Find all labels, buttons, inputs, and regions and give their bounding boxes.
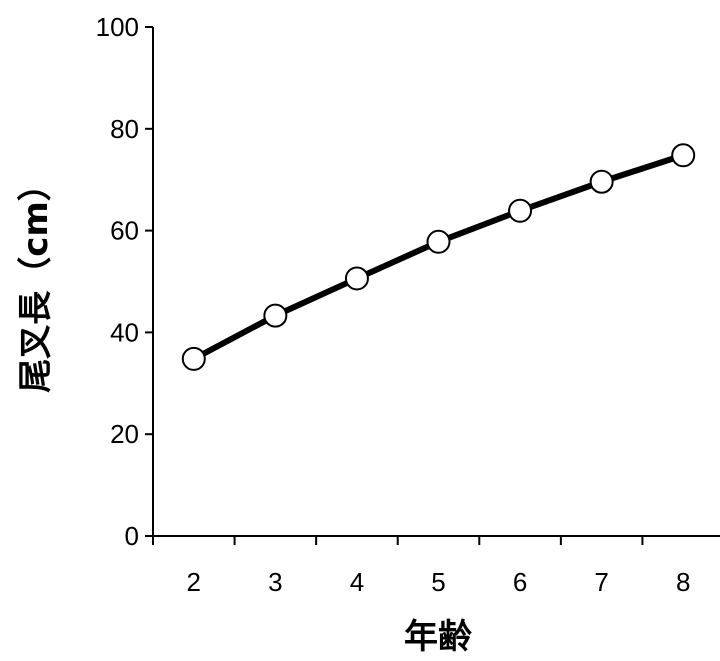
series-line-group xyxy=(181,143,696,371)
x-tick-label: 3 xyxy=(268,567,282,597)
data-point xyxy=(671,143,696,168)
y-tick-label: 60 xyxy=(110,216,139,246)
x-tick-label: 7 xyxy=(594,567,608,597)
x-tick-label: 5 xyxy=(431,567,445,597)
data-point xyxy=(263,303,288,328)
data-point xyxy=(181,346,206,371)
x-tick-label: 2 xyxy=(187,567,201,597)
data-point xyxy=(426,229,451,254)
y-axis: 0 20 40 60 80 100 xyxy=(96,12,154,551)
x-axis: 2 3 4 5 6 7 8 xyxy=(152,535,720,597)
data-point xyxy=(508,198,533,223)
y-tick-label: 80 xyxy=(110,114,139,144)
y-axis-title: 尾叉長（cm） xyxy=(16,167,56,393)
x-axis-title: 年齢 xyxy=(404,617,472,657)
y-tick-label: 100 xyxy=(96,12,139,42)
y-tick-label: 20 xyxy=(110,419,139,449)
x-tick-label: 8 xyxy=(676,567,690,597)
x-tick-label: 4 xyxy=(350,567,364,597)
y-tick-label: 0 xyxy=(125,521,139,551)
data-point xyxy=(344,266,369,291)
x-tick-label: 6 xyxy=(513,567,527,597)
y-tick-label: 40 xyxy=(110,317,139,347)
data-point xyxy=(589,169,614,194)
